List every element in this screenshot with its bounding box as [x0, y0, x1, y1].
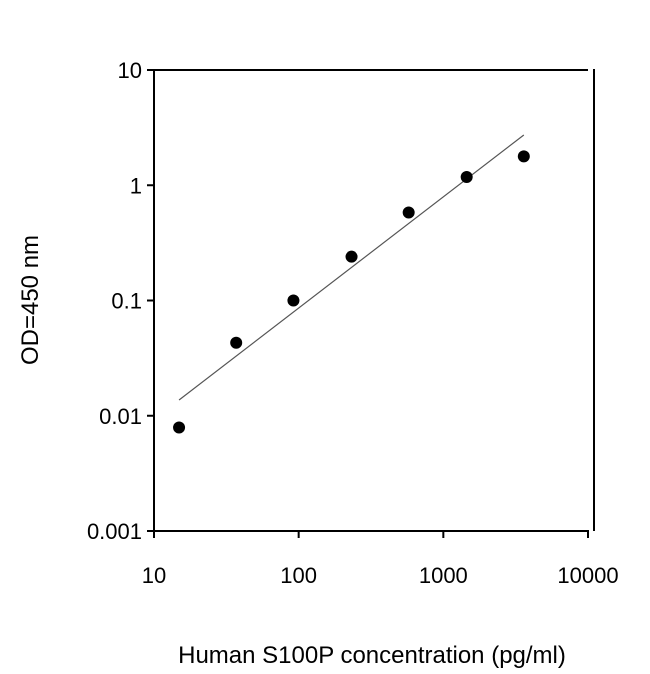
data-point	[287, 294, 300, 307]
y-tick-label: 0.1	[111, 289, 142, 314]
x-axis: 10 100 1000 10000	[142, 531, 619, 588]
x-tick-label: 1000	[419, 563, 468, 588]
plot-frame	[153, 69, 595, 532]
y-tick-label: 1	[130, 173, 142, 198]
y-tick-label: 0.01	[99, 404, 142, 429]
data-point	[173, 421, 186, 434]
y-tick-label: 0.001	[87, 519, 142, 544]
data-point	[402, 206, 415, 219]
y-tick-label: 10	[118, 58, 142, 83]
x-tick-label: 100	[280, 563, 317, 588]
data-point	[230, 336, 243, 349]
x-tick-label: 10000	[557, 563, 618, 588]
x-axis-title: Human S100P concentration (pg/ml)	[178, 642, 566, 669]
data-points	[173, 150, 530, 434]
y-axis: 0.001 0.01 0.1 1 10	[87, 58, 154, 544]
data-point	[460, 170, 473, 183]
data-point	[345, 250, 358, 263]
y-axis-title: OD=450 nm	[17, 235, 44, 365]
x-tick-label: 10	[142, 563, 166, 588]
data-point	[517, 150, 530, 163]
